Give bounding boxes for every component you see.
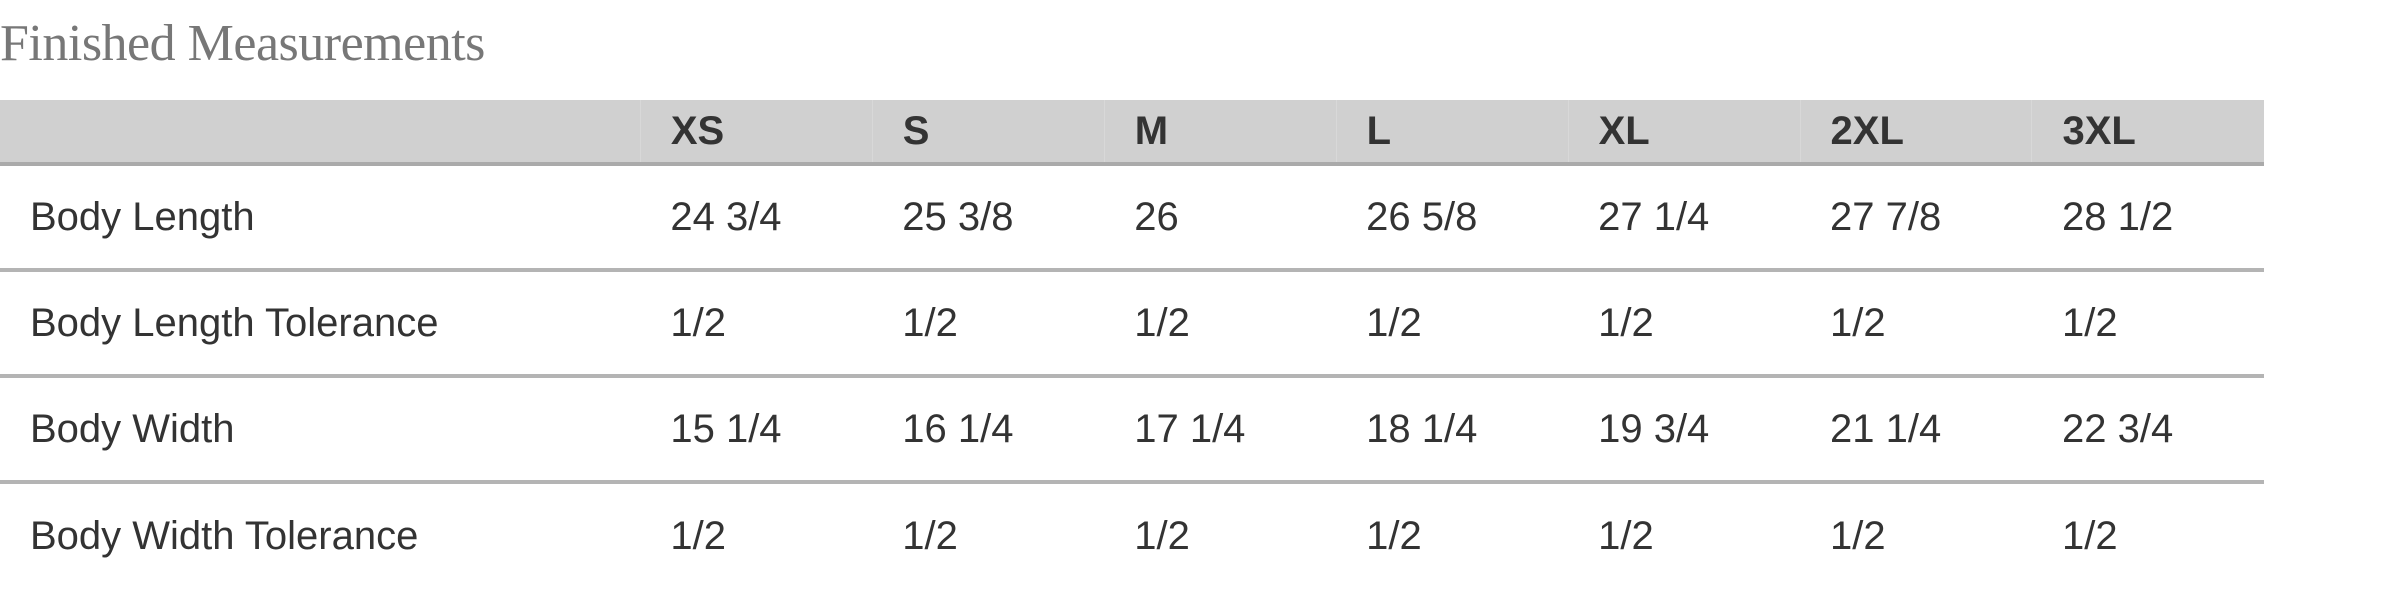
table-cell: 25 3/8 (902, 194, 1014, 239)
table-cell: 1/2 (1830, 513, 1886, 558)
table-cell: 1/2 (1366, 513, 1422, 558)
table-cell: 1/2 (902, 513, 958, 558)
table-cell: 1/2 (902, 300, 958, 345)
table-cell: 18 1/4 (1366, 406, 1478, 451)
column-header-3xl: 3XL (2031, 100, 2264, 164)
table-cell: 1/2 (670, 513, 726, 558)
table-cell: 1/2 (1598, 300, 1654, 345)
table-cell: 27 1/4 (1598, 194, 1710, 239)
table-cell: 1/2 (2061, 300, 2118, 345)
table-cell: 17 1/4 (1134, 406, 1246, 451)
table-cell: 1/2 (1366, 300, 1422, 345)
table-cell: 1/2 (1134, 300, 1190, 345)
table-cell: 1/2 (1134, 513, 1190, 558)
column-header-xs: XS (639, 100, 873, 164)
column-header-empty (0, 100, 640, 164)
table-cell: 1/2 (1830, 300, 1886, 345)
table-cell: 26 5/8 (1366, 194, 1478, 239)
table-row: Body Length Tolerance 1/2 1/2 1/2 1/2 1/2 1/2 1… (0, 270, 2264, 376)
row-label: Body Length Tolerance (30, 300, 439, 345)
table-cell: 22 3/4 (2061, 406, 2174, 451)
table-row: Body Width Tolerance 1/2 1/2 1/2 1/2 1/2 1/2 1/… (0, 482, 2264, 588)
column-header-s: S (871, 100, 1105, 164)
table-cell: 19 3/4 (1598, 406, 1710, 451)
table-cell: 26 (1134, 194, 1179, 239)
table-cell: 15 1/4 (670, 406, 782, 451)
table-header-row: XS S M L XL 2XL 3XL (0, 100, 2264, 164)
column-header-l: L (1335, 100, 1569, 164)
table-cell: 1/2 (2061, 513, 2118, 558)
row-label: Body Width Tolerance (30, 513, 419, 558)
table-row: Body Length 24 3/4 25 3/8 26 26 5/8 27 1/4 27 … (0, 164, 2264, 270)
column-header-xl: XL (1567, 100, 1801, 164)
measurements-table: XS S M L XL 2XL 3XL Body Length 24 3/4 25 … (0, 100, 2264, 588)
table-cell: 1/2 (1598, 513, 1654, 558)
table-cell: 28 1/2 (2061, 194, 2174, 239)
table-cell: 16 1/4 (902, 406, 1014, 451)
page-title: Finished Measurements (0, 15, 485, 72)
column-header-2xl: 2XL (1799, 100, 2032, 164)
row-label: Body Width (30, 406, 235, 451)
table-cell: 21 1/4 (1830, 406, 1942, 451)
table-cell: 24 3/4 (670, 194, 782, 239)
table-row: Body Width 15 1/4 16 1/4 17 1/4 18 1/4 19 3/4… (0, 376, 2264, 482)
column-header-m: M (1103, 100, 1337, 164)
row-label: Body Length (30, 194, 255, 239)
table-cell: 1/2 (670, 300, 726, 345)
table-cell: 27 7/8 (1830, 194, 1942, 239)
